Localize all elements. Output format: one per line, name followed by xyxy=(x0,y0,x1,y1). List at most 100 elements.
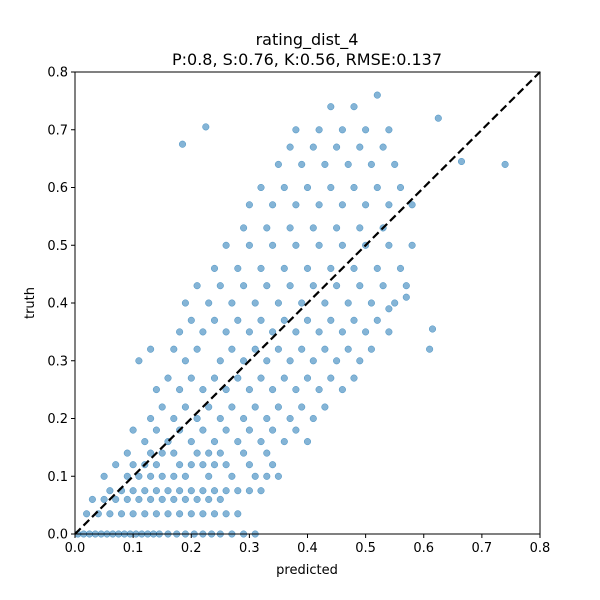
x-tick-label: 0.1 xyxy=(123,541,144,556)
data-point xyxy=(303,374,312,382)
data-point xyxy=(228,403,236,411)
data-point xyxy=(373,316,381,324)
data-point xyxy=(274,345,282,353)
data-point xyxy=(391,160,399,168)
data-point xyxy=(158,449,166,457)
data-point xyxy=(280,183,288,192)
data-point xyxy=(315,328,323,336)
data-point xyxy=(181,357,189,365)
data-point xyxy=(147,495,155,503)
data-point xyxy=(303,438,312,446)
data-point xyxy=(426,345,434,353)
y-tick-label: 0.4 xyxy=(47,297,68,312)
data-point xyxy=(164,487,172,495)
data-point xyxy=(338,241,346,249)
data-point xyxy=(202,123,210,131)
data-point xyxy=(240,449,248,457)
data-point xyxy=(292,201,300,209)
data-point xyxy=(338,126,346,134)
y-tick-label: 0.1 xyxy=(47,470,68,485)
data-point xyxy=(257,487,265,495)
data-point xyxy=(170,449,178,457)
data-point xyxy=(205,495,213,503)
data-point xyxy=(269,328,277,336)
data-point xyxy=(251,472,259,480)
data-point xyxy=(129,426,137,434)
data-point xyxy=(292,328,300,336)
data-point xyxy=(187,487,195,495)
data-point xyxy=(303,316,312,324)
data-point xyxy=(344,345,352,353)
data-point xyxy=(402,282,410,290)
data-point xyxy=(158,472,166,480)
data-point xyxy=(245,201,253,209)
data-point xyxy=(263,414,271,423)
data-point xyxy=(181,495,189,503)
data-point xyxy=(269,386,277,394)
data-point xyxy=(205,403,213,411)
data-point xyxy=(350,103,358,111)
data-point xyxy=(193,282,201,290)
data-point xyxy=(367,345,375,353)
data-point xyxy=(286,357,294,365)
data-point xyxy=(205,299,213,307)
data-point xyxy=(170,414,178,423)
data-point xyxy=(274,403,282,411)
data-point xyxy=(106,510,114,518)
data-point xyxy=(106,487,114,495)
data-point xyxy=(205,472,213,480)
data-point xyxy=(333,224,341,232)
data-point xyxy=(228,472,236,480)
data-point xyxy=(147,472,155,480)
data-point xyxy=(222,461,230,469)
data-point xyxy=(152,461,160,469)
data-point xyxy=(222,426,230,434)
data-point xyxy=(240,357,248,365)
data-point xyxy=(269,461,277,469)
data-point xyxy=(362,201,370,209)
data-point xyxy=(385,201,393,209)
data-point xyxy=(112,461,120,469)
data-point xyxy=(129,461,137,469)
data-point xyxy=(210,438,219,446)
y-tick-label: 0.6 xyxy=(47,181,68,196)
data-point xyxy=(344,299,352,307)
data-point xyxy=(158,495,166,503)
data-point xyxy=(303,264,312,272)
data-point xyxy=(193,495,201,503)
data-point xyxy=(222,328,230,336)
data-point xyxy=(333,143,341,151)
x-tick-label: 0.3 xyxy=(239,541,260,556)
data-point xyxy=(338,328,346,336)
data-point xyxy=(123,472,131,480)
data-point xyxy=(181,403,189,411)
data-point xyxy=(245,461,253,469)
data-point xyxy=(379,143,387,151)
data-point xyxy=(216,449,224,457)
data-point xyxy=(315,386,323,394)
data-point xyxy=(251,345,259,353)
data-point xyxy=(240,282,248,290)
data-point xyxy=(333,357,341,365)
data-point xyxy=(373,264,381,272)
data-point xyxy=(152,487,160,495)
data-point xyxy=(269,241,277,249)
data-point xyxy=(315,201,323,209)
data-point xyxy=(257,438,265,446)
data-point xyxy=(187,316,195,324)
data-point xyxy=(321,160,329,168)
data-point xyxy=(176,386,184,394)
data-point xyxy=(257,183,265,192)
data-point xyxy=(216,414,224,423)
data-point xyxy=(176,328,184,336)
data-point xyxy=(216,495,224,503)
data-point xyxy=(350,316,358,324)
data-point xyxy=(210,461,219,469)
data-point xyxy=(210,316,219,324)
data-point xyxy=(298,160,306,168)
data-point xyxy=(141,510,149,518)
data-point xyxy=(274,299,282,307)
data-point xyxy=(117,510,126,518)
data-point xyxy=(245,487,253,495)
